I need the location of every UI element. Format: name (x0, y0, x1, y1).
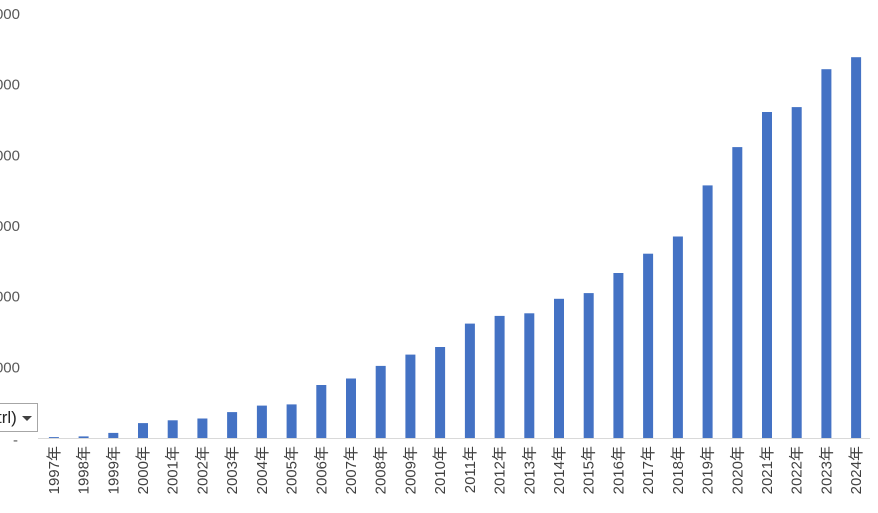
bar (435, 347, 446, 438)
bar (524, 313, 535, 438)
bar (405, 354, 416, 438)
y-tick-label: 000 (0, 77, 20, 94)
bar (197, 418, 208, 438)
bar (851, 57, 862, 438)
bar (613, 273, 624, 438)
bar (554, 298, 564, 438)
x-tick-label: 2003年 (224, 446, 241, 494)
x-tick-label: 2019年 (700, 446, 717, 494)
paste-options-label: trl) (0, 407, 17, 427)
bar (78, 436, 89, 438)
x-tick-label: 2010年 (432, 446, 449, 494)
x-tick-label: 2007年 (343, 446, 360, 494)
bar (316, 385, 327, 438)
x-tick-label: 2021年 (759, 446, 776, 494)
x-tick-label: 2006年 (313, 446, 330, 494)
x-tick-label: 2000年 (135, 446, 152, 494)
x-tick-label: 2011年 (462, 446, 479, 493)
x-tick-label: 1999年 (105, 446, 122, 494)
y-tick-label: 000 (0, 359, 20, 376)
bar (643, 253, 654, 438)
bar (108, 432, 119, 438)
bar (138, 423, 148, 438)
bar (583, 293, 594, 438)
bar (227, 412, 238, 438)
x-tick-label: 2005年 (284, 446, 301, 494)
x-tick-label: 2016年 (610, 446, 627, 494)
y-tick-label: 000 (0, 6, 20, 23)
bar (256, 405, 267, 438)
y-tick-label: 000 (0, 289, 20, 306)
x-tick-label: 2009年 (402, 446, 419, 494)
bar (48, 437, 59, 438)
chevron-down-icon (21, 415, 32, 421)
bar (762, 112, 772, 438)
bar (375, 365, 386, 438)
x-tick-label: 2015年 (581, 446, 598, 494)
x-tick-label: 1998年 (76, 446, 93, 494)
bar (791, 107, 802, 438)
bar (346, 378, 356, 438)
bar (167, 420, 178, 438)
bar (286, 404, 297, 438)
bar (702, 185, 713, 438)
y-tick-label: 000 (0, 218, 20, 235)
x-tick-label: 2023年 (818, 446, 835, 494)
x-tick-label: 2004年 (254, 446, 271, 494)
x-tick-label: 2024年 (848, 446, 865, 494)
x-tick-label: 2002年 (194, 446, 211, 494)
paste-options-button[interactable]: trl) (0, 403, 38, 432)
y-tick-label: 000 (0, 147, 20, 164)
bar (821, 69, 832, 438)
y-tick-label: - (13, 432, 18, 449)
x-tick-label: 1997年 (46, 446, 63, 494)
x-tick-label: 2013年 (521, 446, 538, 494)
bar (494, 315, 505, 438)
x-tick-label: 2017年 (640, 446, 657, 494)
bar (732, 147, 743, 438)
x-tick-label: 2014年 (551, 446, 568, 494)
x-tick-label: 2018年 (670, 446, 687, 494)
x-tick-label: 2012年 (492, 446, 509, 494)
x-tick-label: 2022年 (789, 446, 806, 494)
bar (464, 323, 475, 438)
x-tick-label: 2008年 (373, 446, 390, 494)
x-tick-label: 2020年 (729, 446, 746, 494)
x-tick-label: 2001年 (165, 446, 182, 494)
bar (672, 236, 683, 438)
